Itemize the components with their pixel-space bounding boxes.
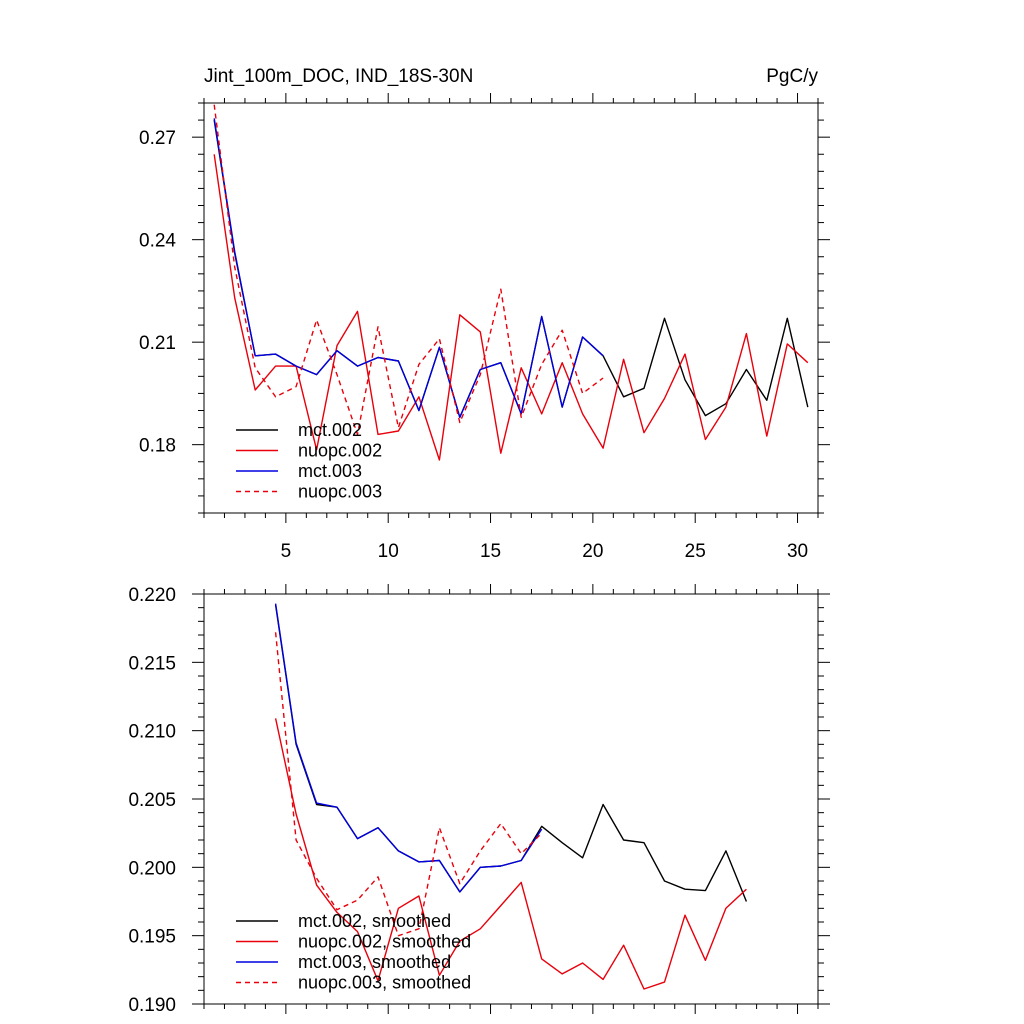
legend-label: mct.003 [298, 461, 362, 481]
legend-label: mct.003, smoothed [298, 952, 451, 972]
bottom-series [274, 603, 748, 990]
units-label: PgC/y [766, 66, 818, 87]
series-line-nuopc-002 [213, 154, 809, 461]
top-series [213, 104, 809, 461]
x-tick-label: 5 [281, 541, 292, 562]
x-tick-label: 30 [787, 541, 808, 562]
series-line-mct-002 [213, 119, 809, 418]
y-tick-label: 0.220 [128, 585, 176, 606]
series-line-mct-003-smoothed [274, 603, 543, 893]
bottom-plot-frame [203, 593, 819, 1005]
legend-label: mct.002, smoothed [298, 911, 451, 931]
y-tick-label: 0.18 [139, 436, 176, 457]
bottom-panel: 0.190 0.195 0.200 0.205 0.210 0.215 0.220 mct.… [128, 584, 830, 1016]
series-line-mct-003 [213, 118, 604, 418]
y-tick-label: 0.27 [139, 128, 176, 149]
top-plot-frame [203, 102, 819, 514]
legend-label: nuopc.002, smoothed [298, 932, 471, 952]
legend-label: nuopc.003, smoothed [298, 973, 471, 993]
y-tick-label: 0.24 [139, 231, 176, 252]
x-tick-label: 10 [378, 541, 399, 562]
y-tick-label: 0.215 [128, 653, 176, 674]
legend-label: nuopc.002 [298, 441, 382, 461]
legend-label: nuopc.003 [298, 482, 382, 502]
y-tick-label: 0.210 [128, 722, 176, 743]
x-tick-label: 15 [480, 541, 501, 562]
top-panel: Jint_100m_DOC, IND_18S-30N PgC/y 0.18 0.2… [139, 66, 830, 562]
x-tick-label: 20 [582, 541, 603, 562]
legend-label: mct.002 [298, 420, 362, 440]
top-tick-marks: 0.18 0.21 0.24 0.27 5 10 15 20 25 30 [139, 93, 830, 562]
y-tick-label: 0.195 [128, 927, 176, 948]
y-tick-label: 0.200 [128, 858, 176, 879]
series-line-mct-002-smoothed [274, 604, 748, 902]
bottom-tick-marks: 0.190 0.195 0.200 0.205 0.210 0.215 0.220 [128, 584, 830, 1016]
panel-title: Jint_100m_DOC, IND_18S-30N [204, 66, 473, 87]
y-tick-label: 0.205 [128, 790, 176, 811]
y-tick-label: 0.21 [139, 333, 176, 354]
series-line-nuopc-002-smoothed [274, 718, 747, 990]
series-line-nuopc-003-smoothed [274, 632, 543, 937]
x-tick-label: 25 [685, 541, 706, 562]
y-tick-label: 0.190 [128, 995, 176, 1016]
